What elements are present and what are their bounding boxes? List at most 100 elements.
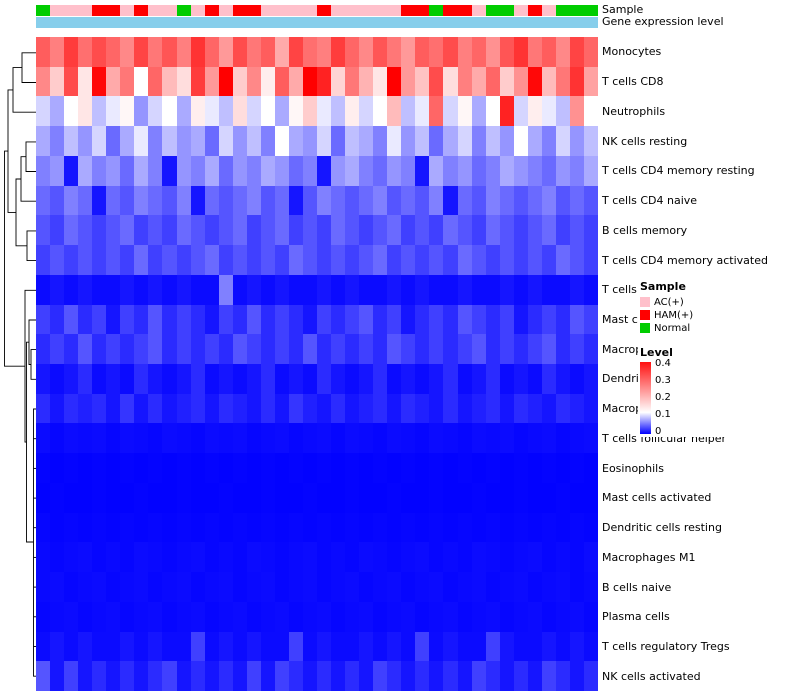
heatmap-cell <box>190 363 205 394</box>
heatmap-cell <box>555 601 570 632</box>
heatmap-cell <box>401 185 416 216</box>
heatmap-cell <box>471 66 486 97</box>
heatmap-cell <box>359 542 374 573</box>
heatmap-cell <box>429 661 444 691</box>
heatmap-cell <box>429 631 444 662</box>
heatmap-cell <box>302 334 317 364</box>
heatmap-cell <box>232 423 247 454</box>
level-tick-label: 0.1 <box>655 409 671 420</box>
heatmap-cell <box>429 453 444 483</box>
heatmap-cell <box>232 66 247 97</box>
heatmap-cell <box>302 304 317 335</box>
heatmap-cell <box>345 304 360 335</box>
sample-annotation-cell <box>176 5 191 16</box>
heatmap-cell <box>36 423 51 454</box>
heatmap-cell <box>134 245 149 275</box>
heatmap-cell <box>317 631 332 662</box>
heatmap-cell <box>359 393 374 424</box>
heatmap-cell <box>274 542 289 573</box>
heatmap-cell <box>36 304 51 335</box>
heatmap-cell <box>64 334 79 364</box>
heatmap-cell <box>148 661 163 691</box>
heatmap-cell <box>288 185 303 216</box>
heatmap-cell <box>429 126 444 156</box>
heatmap-cell <box>499 334 514 364</box>
row-label: Neutrophils <box>602 104 666 118</box>
heatmap-cell <box>485 274 500 305</box>
heatmap-cell <box>583 542 598 573</box>
legend-item-label: AC(+) <box>654 296 684 308</box>
heatmap-cell <box>569 334 584 364</box>
heatmap-cell <box>274 126 289 156</box>
heatmap-cell <box>317 512 332 543</box>
heatmap-cell <box>317 393 332 424</box>
heatmap-cell <box>401 363 416 394</box>
heatmap-cell <box>373 542 388 573</box>
heatmap-cell <box>555 274 570 305</box>
heatmap-cell <box>331 155 346 186</box>
heatmap-cell <box>218 185 233 216</box>
heatmap-cell <box>64 661 79 691</box>
heatmap-cell <box>345 661 360 691</box>
heatmap-cell <box>64 572 79 602</box>
heatmap-cell <box>274 453 289 483</box>
heatmap-cell <box>302 601 317 632</box>
sample-annotation-cell <box>106 5 121 16</box>
heatmap-cell <box>50 334 65 364</box>
heatmap-cell <box>218 334 233 364</box>
heatmap-cell <box>162 393 177 424</box>
heatmap-cell <box>345 453 360 483</box>
heatmap-cell <box>288 155 303 186</box>
heatmap-cell <box>555 393 570 424</box>
heatmap-cell <box>387 334 402 364</box>
heatmap-cell <box>50 661 65 691</box>
heatmap-cell <box>527 482 542 513</box>
heatmap-cell <box>246 661 261 691</box>
heatmap-cell <box>317 453 332 483</box>
heatmap-cell <box>288 304 303 335</box>
heatmap-cell <box>274 572 289 602</box>
heatmap-cell <box>485 334 500 364</box>
heatmap-cell <box>331 482 346 513</box>
heatmap-cell <box>218 274 233 305</box>
heatmap-cell <box>485 542 500 573</box>
heatmap-cell <box>499 37 514 67</box>
heatmap-cell <box>345 245 360 275</box>
heatmap-cell <box>373 37 388 67</box>
row-label: T cells CD4 naive <box>602 194 698 208</box>
heatmap-cell <box>204 215 219 246</box>
heatmap-cell <box>288 126 303 156</box>
heatmap-cell <box>78 96 93 127</box>
heatmap-cell <box>443 631 458 662</box>
heatmap-cell <box>78 37 93 67</box>
heatmap-cell <box>120 423 135 454</box>
heatmap-cell <box>569 393 584 424</box>
heatmap-cell <box>106 215 121 246</box>
heatmap-cell <box>583 96 598 127</box>
sample-annotation-cell <box>134 5 149 16</box>
heatmap-cell <box>471 215 486 246</box>
sample-annotation-cell <box>274 5 289 16</box>
heatmap-cell <box>415 155 430 186</box>
heatmap-cell <box>204 304 219 335</box>
heatmap-cell <box>162 334 177 364</box>
heatmap-cell <box>162 601 177 632</box>
heatmap-cell <box>190 96 205 127</box>
heatmap-cell <box>64 215 79 246</box>
heatmap-cell <box>583 37 598 67</box>
heatmap-cell <box>583 245 598 275</box>
heatmap-cell <box>359 274 374 305</box>
heatmap-cell <box>176 601 191 632</box>
heatmap-cell <box>457 631 472 662</box>
heatmap-cell <box>513 572 528 602</box>
heatmap-cell <box>190 661 205 691</box>
heatmap-cell <box>120 601 135 632</box>
heatmap-cell <box>401 601 416 632</box>
heatmap-cell <box>274 601 289 632</box>
heatmap-cell <box>317 126 332 156</box>
heatmap-cell <box>331 542 346 573</box>
heatmap-cell <box>190 631 205 662</box>
heatmap-cell <box>274 245 289 275</box>
heatmap-cell <box>36 453 51 483</box>
heatmap-cell <box>204 542 219 573</box>
